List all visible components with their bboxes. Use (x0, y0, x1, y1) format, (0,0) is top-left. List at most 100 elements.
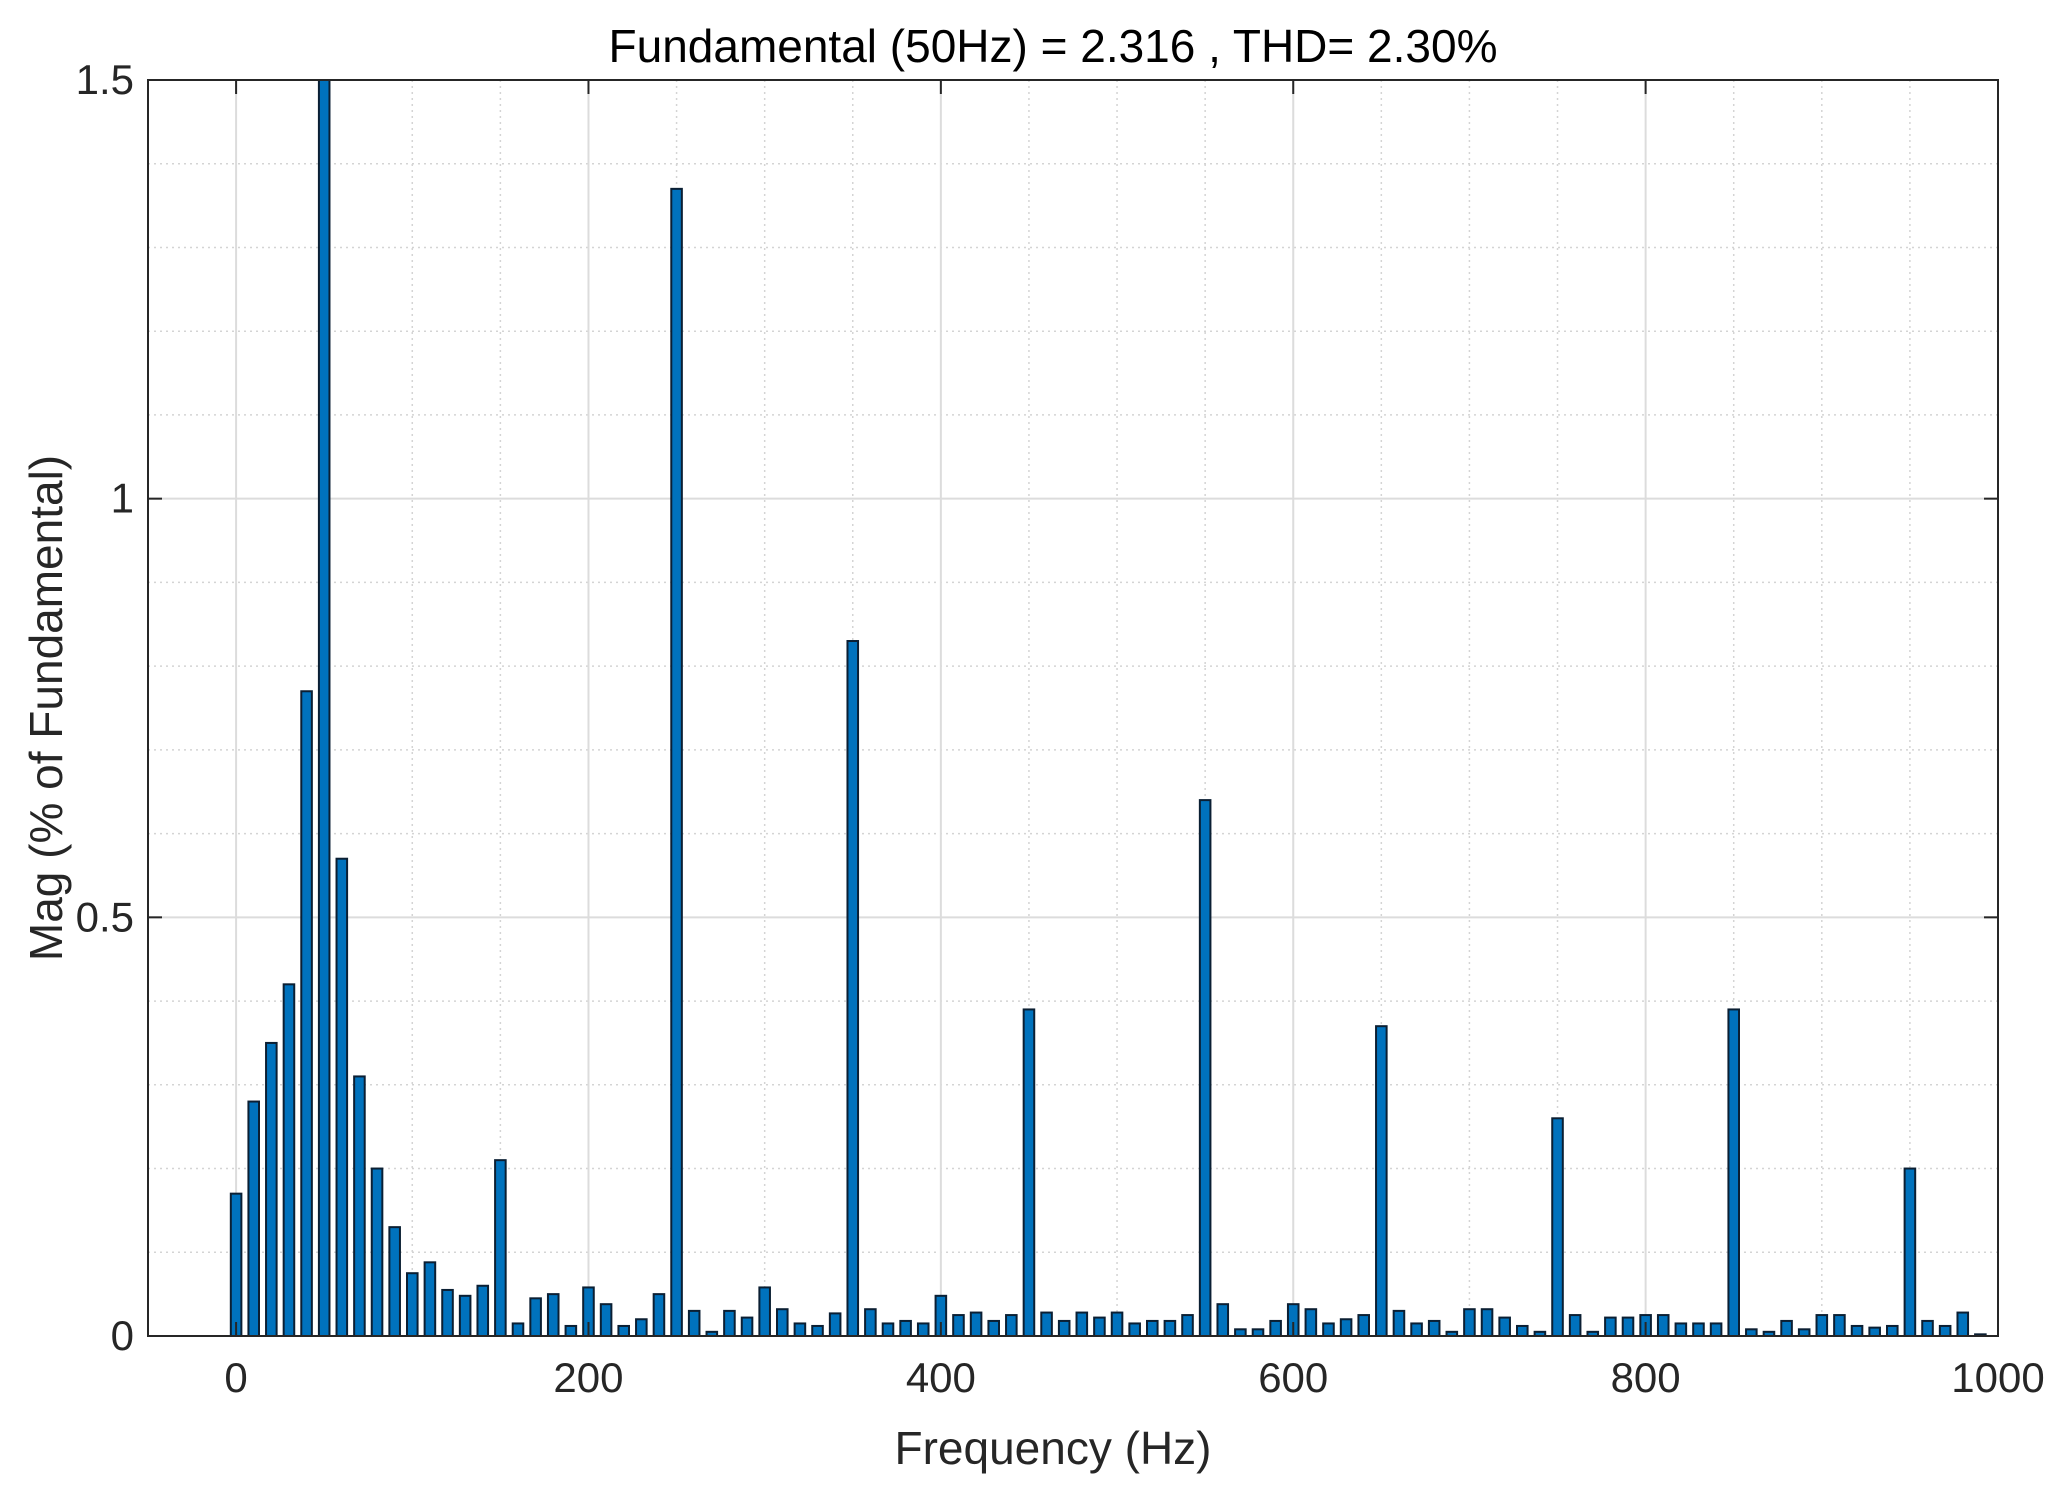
bar (1797, 1328, 1811, 1338)
y-tick-label: 0.5 (76, 893, 134, 940)
bar (1057, 1319, 1071, 1337)
bar (317, 79, 331, 1337)
bar (1216, 1303, 1230, 1337)
bar (881, 1322, 895, 1337)
bar (846, 640, 860, 1337)
y-tick-label: 0 (111, 1312, 134, 1359)
bar (1163, 1319, 1177, 1337)
bar (529, 1297, 542, 1337)
x-axis-label: Frequency (Hz) (895, 1422, 1212, 1474)
bar (740, 1316, 754, 1337)
chart-title: Fundamental (50Hz) = 2.316 , THD= 2.30% (609, 20, 1498, 72)
bar (335, 857, 349, 1337)
bar (1868, 1326, 1881, 1338)
bar (1568, 1314, 1582, 1337)
bar (1128, 1322, 1141, 1337)
bar (987, 1319, 1001, 1337)
bar (828, 1312, 842, 1337)
bar (1480, 1308, 1494, 1337)
bar (1850, 1324, 1864, 1338)
bar (1815, 1314, 1829, 1337)
bar (511, 1322, 525, 1337)
bar (1903, 1167, 1917, 1337)
bar (388, 1226, 401, 1337)
bar (423, 1261, 437, 1338)
bar (793, 1322, 807, 1337)
axes-box (147, 79, 1999, 1337)
bar (723, 1309, 736, 1338)
bar (1075, 1311, 1089, 1338)
bar (1339, 1318, 1353, 1337)
bar (546, 1293, 560, 1337)
y-tick-label: 1 (111, 475, 134, 522)
bar (1709, 1322, 1723, 1337)
bar (300, 690, 313, 1337)
bar (969, 1311, 983, 1338)
y-tick-label: 1.5 (76, 56, 134, 103)
bar (617, 1324, 631, 1338)
bar (776, 1308, 789, 1337)
bar (458, 1294, 472, 1337)
bar (599, 1303, 613, 1337)
bar (1357, 1314, 1371, 1337)
bar (1198, 799, 1212, 1337)
bar (1833, 1314, 1846, 1337)
bar (811, 1324, 824, 1338)
bar (1516, 1324, 1529, 1338)
bar (1463, 1308, 1476, 1337)
bar (229, 1192, 243, 1337)
bar (441, 1288, 454, 1337)
bar (670, 187, 683, 1337)
bar (1674, 1322, 1688, 1337)
bar (1551, 1117, 1564, 1337)
bar (265, 1041, 278, 1338)
bar (1692, 1322, 1705, 1337)
bar (1110, 1311, 1124, 1338)
bar (1269, 1319, 1282, 1337)
bar (1181, 1314, 1194, 1337)
x-tick-labels: 0 200 400 600 800 1000 (224, 1354, 2044, 1401)
plot-background (148, 80, 1998, 1336)
bar (899, 1319, 912, 1337)
bar (1093, 1316, 1106, 1337)
x-tick-label: 800 (1611, 1354, 1681, 1401)
bar (1375, 1025, 1388, 1337)
bar (282, 983, 296, 1337)
bar (916, 1322, 930, 1337)
tick-marks (148, 79, 1999, 1337)
bar (1392, 1309, 1406, 1338)
bar (1427, 1319, 1441, 1337)
bar (952, 1314, 965, 1337)
bar (687, 1309, 701, 1338)
bar (1656, 1314, 1670, 1337)
bar (406, 1272, 419, 1337)
minor-grid (147, 80, 1998, 1336)
bar (635, 1318, 648, 1337)
bars (148, 79, 1998, 1338)
y-tick-labels: 0 0.5 1 1.5 (76, 56, 134, 1359)
bar (1745, 1328, 1758, 1338)
bar (1886, 1324, 1899, 1338)
bar (1956, 1311, 1970, 1338)
bar (370, 1167, 384, 1337)
bar (1921, 1319, 1934, 1337)
bar (1146, 1319, 1159, 1337)
bar (1410, 1322, 1423, 1337)
bar (564, 1324, 578, 1338)
bar (1005, 1314, 1018, 1337)
bar (1498, 1316, 1511, 1337)
y-axis-label: Mag (% of Fundamental) (20, 455, 72, 961)
bar (1604, 1316, 1617, 1337)
bar (1040, 1311, 1053, 1338)
bar (1938, 1324, 1952, 1338)
x-tick-label: 0 (224, 1354, 247, 1401)
bar (652, 1293, 666, 1337)
x-tick-label: 1000 (1951, 1354, 2044, 1401)
bar (1251, 1328, 1265, 1338)
bar (1727, 1008, 1741, 1337)
bar (1621, 1316, 1635, 1337)
bar (758, 1286, 771, 1338)
x-tick-label: 600 (1258, 1354, 1328, 1401)
bar (1234, 1328, 1247, 1338)
